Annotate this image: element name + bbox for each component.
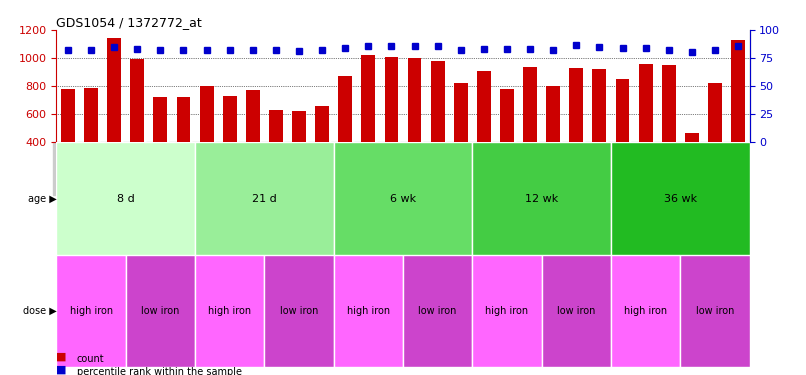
FancyBboxPatch shape — [403, 255, 472, 368]
Text: 36 wk: 36 wk — [663, 194, 697, 204]
Bar — [200, 86, 214, 142]
FancyBboxPatch shape — [611, 255, 680, 368]
Bar — [662, 65, 675, 142]
Bar — [246, 90, 260, 142]
Bar — [731, 40, 745, 142]
Bar — [569, 68, 584, 142]
Bar — [477, 72, 491, 142]
Text: age ▶: age ▶ — [27, 194, 56, 204]
FancyBboxPatch shape — [195, 255, 264, 368]
FancyBboxPatch shape — [126, 255, 195, 368]
Bar — [153, 98, 168, 142]
Bar — [384, 57, 398, 142]
Bar — [131, 59, 144, 142]
Text: low iron: low iron — [280, 306, 318, 316]
FancyBboxPatch shape — [195, 142, 334, 255]
Text: high iron: high iron — [485, 306, 529, 316]
Bar — [685, 134, 699, 142]
Bar — [500, 89, 514, 142]
Text: high iron: high iron — [624, 306, 667, 316]
Bar — [408, 58, 422, 142]
Text: high iron: high iron — [69, 306, 113, 316]
FancyBboxPatch shape — [472, 255, 542, 368]
Bar — [616, 78, 629, 142]
Text: 6 wk: 6 wk — [390, 194, 416, 204]
Bar — [523, 67, 537, 142]
Text: low iron: low iron — [418, 306, 457, 316]
Bar — [315, 106, 329, 142]
Text: count: count — [77, 354, 104, 364]
Text: ■: ■ — [56, 365, 67, 375]
Bar — [269, 110, 283, 142]
FancyBboxPatch shape — [611, 142, 750, 255]
FancyBboxPatch shape — [56, 255, 126, 368]
Bar — [454, 83, 467, 142]
FancyBboxPatch shape — [56, 142, 195, 255]
Text: high iron: high iron — [347, 306, 390, 316]
FancyBboxPatch shape — [334, 255, 403, 368]
Text: low iron: low iron — [557, 306, 596, 316]
Text: 21 d: 21 d — [252, 194, 276, 204]
Bar — [292, 111, 306, 142]
Bar — [708, 83, 722, 142]
Text: GDS1054 / 1372772_at: GDS1054 / 1372772_at — [56, 16, 202, 29]
Text: high iron: high iron — [208, 306, 251, 316]
Text: 12 wk: 12 wk — [525, 194, 559, 204]
Bar — [430, 61, 445, 142]
Text: dose ▶: dose ▶ — [23, 306, 56, 316]
FancyBboxPatch shape — [542, 255, 611, 368]
Text: low iron: low iron — [141, 306, 180, 316]
FancyBboxPatch shape — [472, 142, 611, 255]
Bar — [222, 96, 237, 142]
FancyBboxPatch shape — [334, 142, 472, 255]
Bar — [638, 64, 653, 142]
Bar — [592, 69, 606, 142]
Bar — [339, 76, 352, 142]
Text: 8 d: 8 d — [117, 194, 135, 204]
Bar — [546, 86, 560, 142]
Bar — [84, 88, 98, 142]
Bar — [61, 89, 75, 142]
Bar — [361, 55, 376, 142]
FancyBboxPatch shape — [680, 255, 750, 368]
Bar — [107, 38, 121, 142]
Bar — [177, 98, 190, 142]
Text: low iron: low iron — [696, 306, 734, 316]
FancyBboxPatch shape — [264, 255, 334, 368]
Text: percentile rank within the sample: percentile rank within the sample — [77, 367, 242, 375]
Text: ■: ■ — [56, 352, 67, 362]
